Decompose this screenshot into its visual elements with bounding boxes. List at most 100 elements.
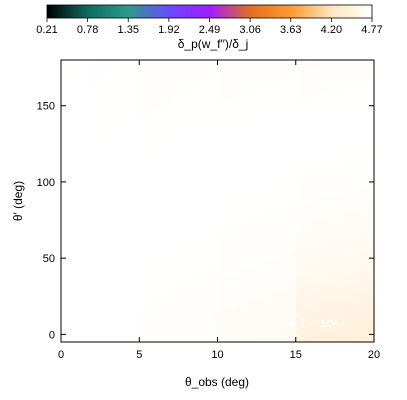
heatmap-cell — [96, 337, 101, 343]
heatmap-cell — [319, 277, 324, 283]
heatmap-cell — [217, 337, 223, 343]
heatmap-cell — [315, 108, 320, 113]
heatmap-cell — [307, 132, 312, 138]
heatmap-cell — [111, 60, 117, 65]
heatmap-cell — [291, 184, 297, 190]
heatmap-cell — [205, 88, 211, 93]
heatmap-cell — [123, 104, 129, 109]
heatmap-cell — [150, 80, 156, 85]
heatmap-cell — [194, 249, 199, 254]
heatmap-cell — [237, 281, 242, 287]
heatmap-cell — [240, 136, 246, 142]
heatmap-cell — [315, 88, 320, 93]
heatmap-cell — [72, 329, 78, 335]
heatmap-cell — [205, 257, 211, 263]
heatmap-cell — [323, 245, 328, 250]
heatmap-cell — [303, 92, 309, 97]
heatmap-cell — [334, 277, 340, 283]
heatmap-cell — [327, 257, 332, 263]
heatmap-cell — [217, 213, 223, 218]
heatmap-cell — [240, 84, 246, 89]
heatmap-cell — [213, 205, 219, 210]
heatmap-cell — [127, 245, 133, 250]
heatmap-cell — [284, 245, 289, 250]
heatmap-cell — [299, 205, 305, 210]
heatmap-cell — [186, 192, 191, 198]
heatmap-cell — [205, 261, 211, 267]
heatmap-cell — [217, 289, 223, 295]
heatmap-cell — [127, 293, 133, 299]
heatmap-cell — [76, 160, 82, 166]
heatmap-cell — [295, 168, 301, 174]
heatmap-cell — [248, 253, 254, 258]
heatmap-cell — [330, 196, 336, 202]
heatmap-cell — [61, 261, 66, 267]
heatmap-cell — [284, 261, 289, 267]
heatmap-cell — [64, 289, 70, 295]
heatmap-cell — [139, 184, 144, 190]
heatmap-cell — [158, 333, 164, 339]
heatmap-cell — [213, 273, 219, 279]
heatmap-cell — [256, 277, 262, 283]
heatmap-cell — [311, 100, 316, 105]
heatmap-cell — [244, 84, 250, 89]
heatmap-cell — [240, 72, 246, 77]
heatmap-cell — [256, 64, 262, 69]
heatmap-cell — [229, 205, 234, 210]
heatmap-cell — [139, 277, 144, 283]
heatmap-cell — [68, 289, 74, 295]
heatmap-cell — [311, 209, 316, 214]
heatmap-cell — [303, 209, 309, 214]
heatmap-cell — [319, 136, 324, 142]
heatmap-cell — [174, 168, 179, 174]
heatmap-cell — [225, 144, 230, 150]
heatmap-cell — [68, 217, 74, 222]
heatmap-cell — [123, 333, 129, 339]
heatmap-cell — [280, 273, 285, 279]
heatmap-cell — [268, 144, 273, 150]
heatmap-cell — [287, 273, 293, 279]
heatmap-cell — [150, 305, 156, 311]
heatmap-cell — [264, 317, 269, 323]
heatmap-cell — [166, 245, 172, 250]
heatmap-cell — [221, 333, 226, 339]
heatmap-cell — [221, 136, 226, 142]
heatmap-cell — [150, 172, 156, 178]
heatmap-cell — [233, 140, 238, 146]
heatmap-cell — [256, 253, 262, 258]
heatmap-cell — [260, 144, 266, 150]
heatmap-cell — [139, 64, 144, 69]
heatmap-cell — [256, 188, 262, 194]
heatmap-cell — [92, 140, 97, 146]
heatmap-cell — [100, 225, 105, 230]
heatmap-cell — [213, 337, 219, 343]
heatmap-cell — [299, 172, 305, 178]
heatmap-cell — [248, 68, 254, 73]
heatmap-cell — [280, 309, 285, 315]
heatmap-cell — [96, 180, 101, 186]
heatmap-cell — [252, 277, 258, 283]
heatmap-cell — [291, 160, 297, 166]
heatmap-cell — [72, 128, 78, 134]
heatmap-cell — [315, 128, 320, 134]
heatmap-cell — [209, 60, 215, 65]
heatmap-cell — [170, 172, 176, 178]
heatmap-cell — [201, 261, 207, 267]
heatmap-cell — [229, 152, 234, 158]
heatmap-cell — [291, 253, 297, 258]
heatmap-cell — [327, 160, 332, 166]
heatmap-cell — [268, 205, 273, 210]
heatmap-cell — [64, 293, 70, 299]
heatmap-cell — [135, 88, 140, 93]
heatmap-cell — [291, 72, 297, 77]
heatmap-cell — [194, 68, 199, 73]
heatmap-cell — [311, 321, 316, 327]
heatmap-cell — [276, 60, 281, 65]
heatmap-cell — [233, 136, 238, 142]
heatmap-cell — [135, 281, 140, 287]
heatmap-cell — [158, 88, 164, 93]
heatmap-cell — [139, 257, 144, 263]
heatmap-cell — [92, 152, 97, 158]
heatmap-cell — [123, 136, 129, 142]
heatmap-cell — [123, 112, 129, 117]
